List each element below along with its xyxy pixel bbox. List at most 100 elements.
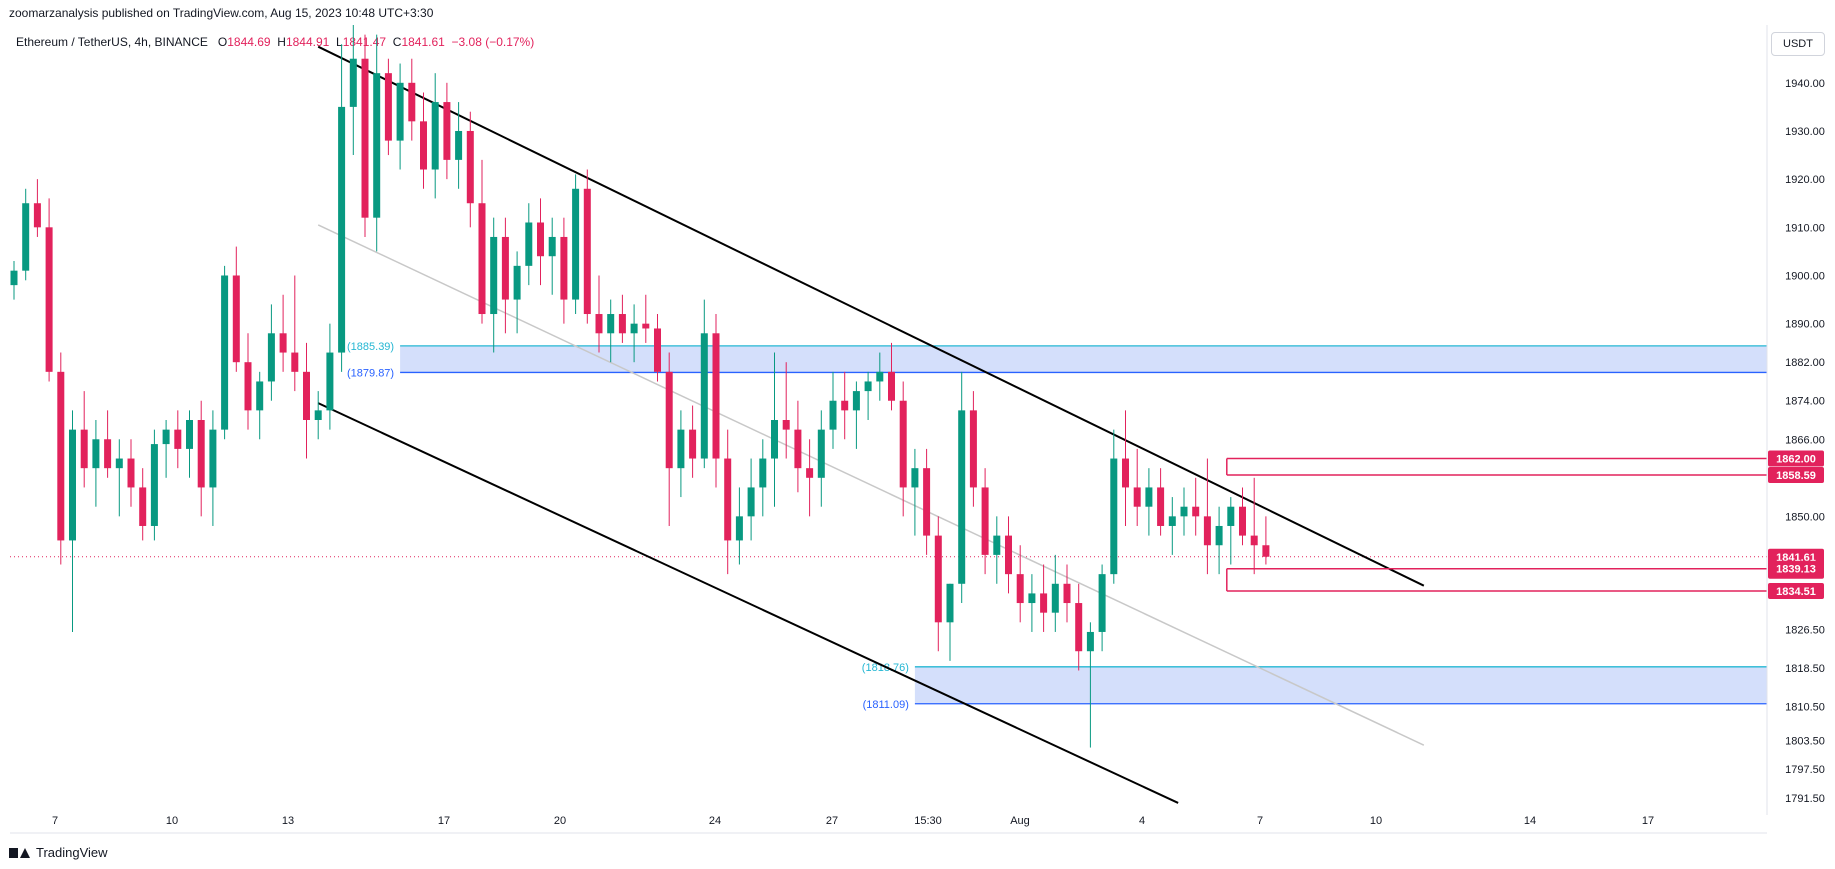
x-axis: 7 10 13 17 20 24 27 15:30 Aug 4 7 10 14 17 bbox=[10, 815, 1767, 834]
candle-body bbox=[1168, 516, 1176, 526]
candle-body bbox=[864, 381, 872, 392]
candle-body bbox=[291, 352, 299, 372]
candle-body bbox=[104, 439, 112, 469]
candle-body bbox=[92, 439, 100, 469]
candle-body bbox=[852, 391, 860, 411]
candle-body bbox=[162, 429, 170, 445]
currency-button[interactable]: USDT bbox=[1771, 32, 1825, 56]
candle-body bbox=[1028, 593, 1036, 604]
candle-body bbox=[747, 487, 755, 517]
y-tick-label: 1866.00 bbox=[1785, 434, 1825, 446]
candle-body bbox=[443, 102, 451, 160]
y-tick-label: 1803.50 bbox=[1785, 735, 1825, 747]
y-tick-label: 1930.00 bbox=[1785, 126, 1825, 138]
candle-body bbox=[735, 516, 743, 541]
candle-body bbox=[759, 458, 767, 488]
candle-body bbox=[525, 222, 533, 266]
candle-body bbox=[771, 420, 778, 459]
candle-body bbox=[981, 487, 989, 555]
x-tick-label: 7 bbox=[1257, 815, 1263, 827]
candle-body bbox=[33, 203, 41, 228]
candle-body bbox=[1180, 506, 1188, 517]
price-label-text: 1839.13 bbox=[1776, 564, 1816, 576]
candle-body bbox=[806, 468, 814, 478]
candle-body bbox=[911, 468, 919, 488]
candle-body bbox=[1157, 487, 1165, 526]
zone-bottom-label: (1811.09) bbox=[863, 699, 909, 711]
candle-body bbox=[1192, 506, 1200, 517]
y-axis: 1940.00 1930.00 1920.00 1910.00 1900.00 1890.… bbox=[1766, 25, 1825, 815]
y-tick-label: 1920.00 bbox=[1785, 174, 1825, 186]
candle-body bbox=[1110, 458, 1118, 575]
candle-body bbox=[829, 400, 837, 430]
open-value: 1844.69 bbox=[227, 35, 271, 49]
candle-body bbox=[513, 265, 521, 300]
symbol-name[interactable]: Ethereum / TetherUS, 4h, BINANCE bbox=[16, 35, 208, 49]
candle-body bbox=[361, 58, 369, 218]
candle-body bbox=[139, 487, 147, 526]
candle-body bbox=[934, 535, 942, 623]
x-tick-label: 4 bbox=[1139, 815, 1145, 827]
candle-body bbox=[232, 275, 240, 363]
candle-body bbox=[782, 420, 790, 430]
candle-body bbox=[384, 73, 392, 141]
candle-body bbox=[478, 203, 486, 315]
candle-body bbox=[326, 352, 334, 411]
x-tick-label: 24 bbox=[709, 815, 721, 827]
candle-body bbox=[256, 381, 264, 411]
y-tick-label: 1874.00 bbox=[1785, 396, 1825, 408]
candle-body bbox=[665, 371, 673, 469]
candle-body bbox=[642, 323, 650, 329]
candle-body bbox=[279, 333, 287, 353]
candle-body bbox=[10, 270, 18, 286]
candle-body bbox=[127, 458, 135, 488]
zone-top-label: (1885.39) bbox=[347, 341, 394, 353]
candle-body bbox=[572, 188, 580, 300]
candle-body bbox=[817, 429, 825, 478]
price-label-text: 1834.51 bbox=[1776, 586, 1816, 598]
x-tick-label: 7 bbox=[52, 815, 58, 827]
candle-body bbox=[969, 410, 977, 488]
candle-body bbox=[80, 429, 88, 469]
footer-brand[interactable]: TradingView bbox=[36, 845, 108, 860]
x-tick-label: 10 bbox=[1370, 815, 1382, 827]
candle-body bbox=[373, 73, 381, 218]
candle-body bbox=[303, 371, 310, 420]
price-label-box bbox=[1768, 560, 1824, 577]
x-tick-label: 27 bbox=[826, 815, 838, 827]
candle-body bbox=[689, 429, 697, 459]
x-tick-label: Aug bbox=[1010, 815, 1030, 827]
candle-body bbox=[1098, 574, 1106, 632]
x-tick-label: 17 bbox=[438, 815, 450, 827]
candle-body bbox=[1016, 574, 1024, 604]
change-value: −3.08 (−0.17%) bbox=[451, 35, 535, 49]
price-label-box bbox=[1768, 582, 1824, 599]
y-tick-label: 1791.50 bbox=[1785, 793, 1825, 805]
candle-body bbox=[560, 236, 568, 300]
candle-body bbox=[700, 333, 708, 459]
zones-layer: (1885.39)(1879.87)(1818.76)(1811.09) bbox=[347, 341, 1768, 711]
candle-body bbox=[654, 328, 661, 372]
footer: TradingView bbox=[9, 845, 108, 860]
candle-body bbox=[993, 535, 1001, 555]
y-tick-label: 1910.00 bbox=[1785, 222, 1825, 234]
channel-midline bbox=[317, 224, 1425, 746]
y-tick-label: 1900.00 bbox=[1785, 270, 1825, 282]
candle-body bbox=[209, 429, 217, 488]
candle-body bbox=[115, 458, 123, 469]
x-tick-label: 15:30 bbox=[914, 815, 942, 827]
channel-upper-line bbox=[317, 45, 1425, 587]
candle-body bbox=[1075, 603, 1083, 652]
price-label-box bbox=[1768, 450, 1824, 467]
symbol-legend: Ethereum / TetherUS, 4h, BINANCE O1844.6… bbox=[16, 35, 534, 49]
candle-body bbox=[958, 410, 966, 584]
candle-body bbox=[466, 130, 474, 204]
zone-box bbox=[914, 666, 1767, 704]
candle-body bbox=[1239, 506, 1246, 536]
candle-body bbox=[420, 121, 427, 170]
candles-layer bbox=[10, 25, 1270, 748]
candle-body bbox=[57, 371, 65, 541]
candle-body bbox=[841, 400, 849, 411]
